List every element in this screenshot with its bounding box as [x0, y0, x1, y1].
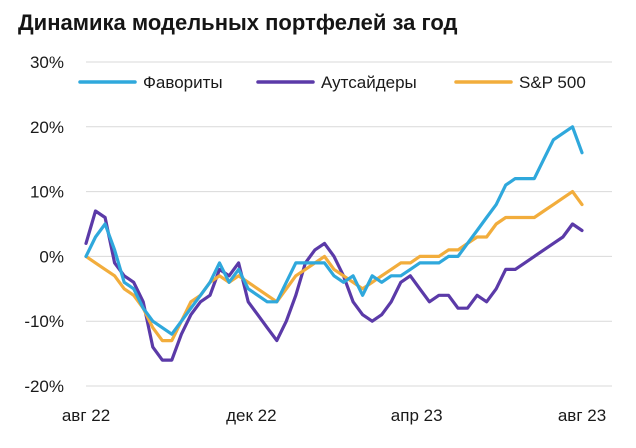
series-lines	[84, 125, 584, 362]
legend-label: Фавориты	[143, 73, 223, 92]
series-line	[84, 190, 584, 343]
series-line	[84, 125, 584, 336]
legend-label: Аутсайдеры	[321, 73, 417, 92]
chart-title: Динамика модельных портфелей за год	[18, 10, 458, 35]
legend-label: S&P 500	[519, 73, 586, 92]
y-tick-label: 30%	[30, 53, 64, 72]
grid-lines	[86, 61, 612, 387]
x-tick-label: дек 22	[226, 406, 276, 425]
y-axis-tick-labels: -20% -10% 0% 10% 20% 30%	[24, 53, 64, 396]
y-tick-label: 20%	[30, 118, 64, 137]
x-tick-label: авг 23	[558, 406, 606, 425]
legend: Фавориты Аутсайдеры S&P 500	[78, 73, 586, 92]
x-axis-tick-labels: авг 22 дек 22 апр 23 авг 23	[62, 406, 606, 425]
y-tick-label: 0%	[39, 247, 64, 266]
y-tick-label: -20%	[24, 377, 64, 396]
y-tick-label: 10%	[30, 183, 64, 202]
x-tick-label: авг 22	[62, 406, 110, 425]
y-tick-label: -10%	[24, 312, 64, 331]
x-tick-label: апр 23	[391, 406, 443, 425]
series-line	[84, 209, 584, 362]
